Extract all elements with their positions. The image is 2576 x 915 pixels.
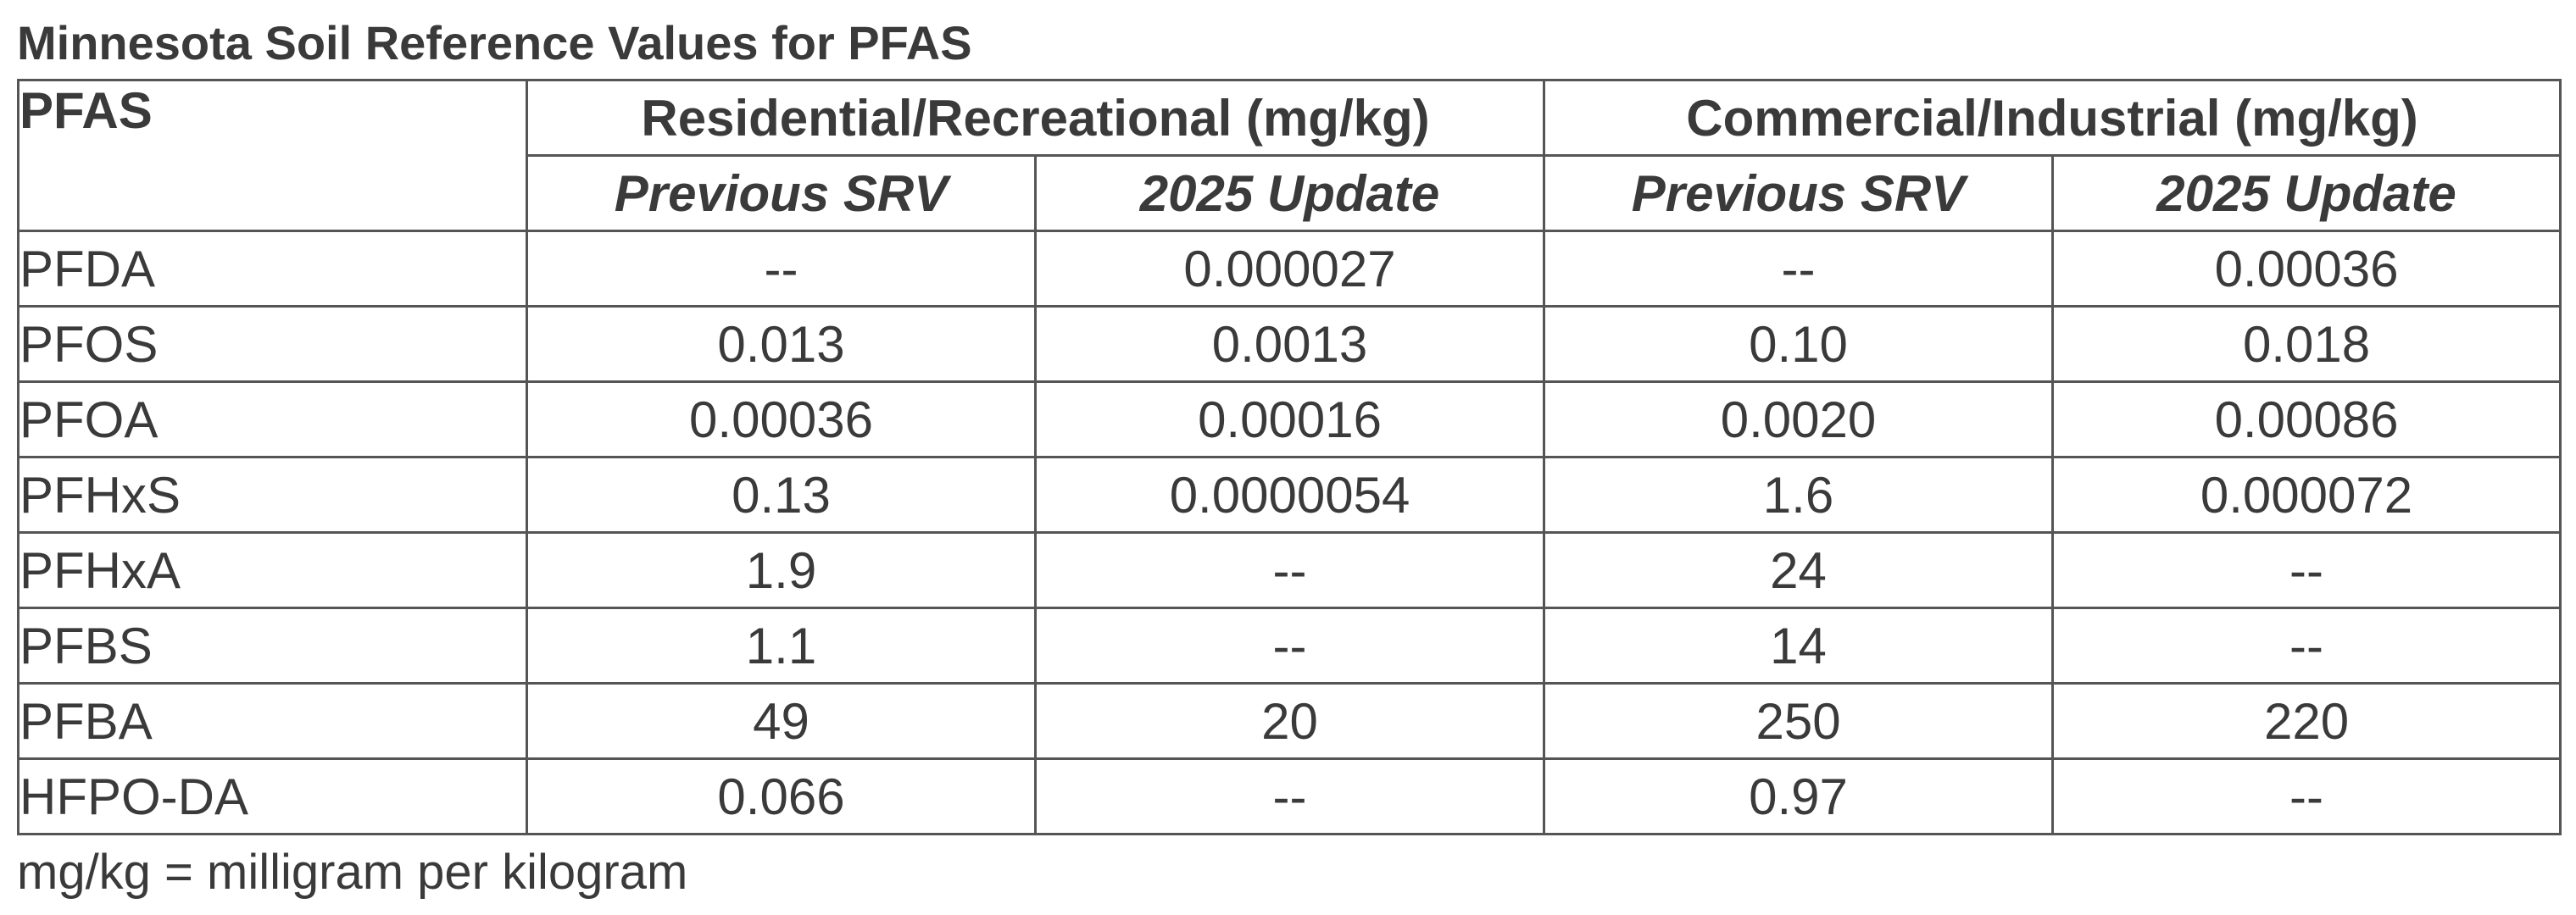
- commercial-2025-update: --: [2051, 607, 2562, 685]
- residential-previous-srv: 49: [526, 682, 1037, 760]
- residential-2025-update: 0.000027: [1033, 230, 1546, 308]
- pfas-name: PFHxS: [17, 456, 528, 534]
- pfas-name: PFBS: [17, 607, 528, 685]
- residential-2025-update-header: 2025 Update: [1033, 154, 1546, 232]
- residential-previous-srv-header: Previous SRV: [526, 154, 1037, 232]
- table-row: PFDA -- 0.000027 -- 0.00036: [17, 230, 2562, 308]
- commercial-previous-srv: 0.10: [1543, 305, 2055, 383]
- commercial-group-header: Commercial/Industrial (mg/kg): [1543, 79, 2562, 157]
- residential-2025-update: --: [1033, 531, 1546, 609]
- table-row: PFHxS 0.13 0.0000054 1.6 0.000072: [17, 456, 2562, 534]
- residential-previous-srv: 1.1: [526, 607, 1037, 685]
- soil-reference-values-table: PFAS Residential/Recreational (mg/kg) Co…: [17, 79, 2562, 835]
- table-row: PFOS 0.013 0.0013 0.10 0.018: [17, 305, 2562, 383]
- pfas-name: PFOS: [17, 305, 528, 383]
- residential-2025-update: --: [1033, 607, 1546, 685]
- commercial-previous-srv-header: Previous SRV: [1543, 154, 2055, 232]
- commercial-previous-srv: 1.6: [1543, 456, 2055, 534]
- table-row: PFOA 0.00036 0.00016 0.0020 0.00086: [17, 380, 2562, 458]
- residential-previous-srv: 0.066: [526, 757, 1037, 835]
- table-row: HFPO-DA 0.066 -- 0.97 --: [17, 757, 2562, 835]
- residential-previous-srv: 0.013: [526, 305, 1037, 383]
- table-row: PFHxA 1.9 -- 24 --: [17, 531, 2562, 609]
- residential-previous-srv: 0.13: [526, 456, 1037, 534]
- commercial-2025-update: 0.00086: [2051, 380, 2562, 458]
- residential-2025-update: 0.0000054: [1033, 456, 1546, 534]
- pfas-name: HFPO-DA: [17, 757, 528, 835]
- pfas-name: PFBA: [17, 682, 528, 760]
- commercial-previous-srv: 0.97: [1543, 757, 2055, 835]
- residential-2025-update: 0.00016: [1033, 380, 1546, 458]
- commercial-previous-srv: 14: [1543, 607, 2055, 685]
- commercial-previous-srv: 24: [1543, 531, 2055, 609]
- residential-2025-update: 0.0013: [1033, 305, 1546, 383]
- pfas-column-header: PFAS: [17, 79, 528, 232]
- commercial-2025-update: 220: [2051, 682, 2562, 760]
- units-footnote: mg/kg = milligram per kilogram: [17, 845, 688, 900]
- pfas-name: PFDA: [17, 230, 528, 308]
- residential-2025-update: 20: [1033, 682, 1546, 760]
- subheader-row: Previous SRV 2025 Update Previous SRV 20…: [19, 154, 2562, 232]
- page-title: Minnesota Soil Reference Values for PFAS: [17, 16, 972, 69]
- commercial-2025-update: 0.018: [2051, 305, 2562, 383]
- commercial-2025-update: --: [2051, 531, 2562, 609]
- commercial-previous-srv: 0.0020: [1543, 380, 2055, 458]
- residential-previous-srv: 0.00036: [526, 380, 1037, 458]
- pfas-name: PFOA: [17, 380, 528, 458]
- commercial-2025-update: 0.00036: [2051, 230, 2562, 308]
- residential-previous-srv: 1.9: [526, 531, 1037, 609]
- residential-group-header: Residential/Recreational (mg/kg): [525, 79, 1546, 157]
- commercial-previous-srv: --: [1543, 230, 2055, 308]
- group-header-row: PFAS Residential/Recreational (mg/kg) Co…: [17, 79, 2562, 232]
- commercial-2025-update: 0.000072: [2051, 456, 2562, 534]
- commercial-2025-update: --: [2051, 757, 2562, 835]
- residential-2025-update: --: [1033, 757, 1546, 835]
- commercial-2025-update-header: 2025 Update: [2051, 154, 2562, 232]
- residential-previous-srv: --: [526, 230, 1037, 308]
- table-row: PFBS 1.1 -- 14 --: [17, 607, 2562, 685]
- pfas-name: PFHxA: [17, 531, 528, 609]
- commercial-previous-srv: 250: [1543, 682, 2055, 760]
- table-row: PFBA 49 20 250 220: [17, 682, 2562, 760]
